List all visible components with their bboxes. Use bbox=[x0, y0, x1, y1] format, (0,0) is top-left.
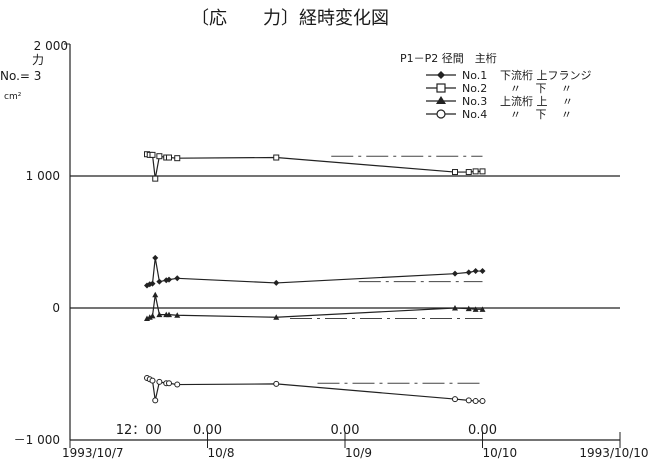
data-point bbox=[472, 398, 479, 405]
data-point bbox=[156, 153, 163, 160]
diamond-marker-icon bbox=[437, 71, 445, 79]
data-point bbox=[174, 155, 181, 162]
legend-entry: No.3 上流桁 上 〃 bbox=[426, 94, 573, 108]
legend-entry: No.1 下流桁 上フランジ bbox=[426, 68, 592, 82]
x-tick-label: 1993/10/10 bbox=[579, 446, 648, 460]
x-time-label: 0.00 bbox=[331, 423, 360, 438]
reference-lines bbox=[290, 155, 483, 384]
y-no-label: No.= 3 bbox=[0, 69, 41, 83]
data-point bbox=[273, 279, 280, 286]
data-point bbox=[174, 275, 181, 282]
series-line bbox=[146, 153, 483, 179]
y-tick-label: －1 000 bbox=[14, 433, 60, 447]
series-group bbox=[144, 151, 486, 405]
series-line bbox=[146, 294, 483, 320]
legend-header: P1－P2 径間 主桁 bbox=[400, 51, 497, 65]
data-point bbox=[152, 397, 159, 404]
data-point bbox=[452, 396, 458, 403]
y-max-label: 2 000 bbox=[34, 39, 68, 53]
data-point bbox=[465, 169, 472, 176]
data-point bbox=[452, 305, 458, 311]
x-axis-ticks: 1993/10/7 10/8 10/9 10/10 1993/10/10 12：00 0.0… bbox=[62, 423, 649, 460]
square-marker-icon bbox=[436, 83, 446, 93]
data-point bbox=[273, 154, 280, 161]
data-point bbox=[156, 378, 163, 385]
legend-entry: No.4 〃 下 〃 bbox=[426, 108, 572, 121]
data-point bbox=[156, 278, 163, 285]
data-point bbox=[465, 397, 472, 404]
triangle-marker-icon bbox=[436, 96, 446, 104]
legend-desc: 〃 下 〃 bbox=[510, 108, 572, 121]
x-time-label: 0.00 bbox=[468, 423, 497, 438]
data-point bbox=[479, 268, 486, 275]
data-point bbox=[465, 269, 472, 276]
data-point bbox=[152, 254, 159, 261]
x-time-label: 0.00 bbox=[193, 423, 222, 438]
legend-label: No.3 bbox=[462, 95, 487, 108]
data-point bbox=[465, 305, 472, 312]
legend-label: No.2 bbox=[462, 82, 487, 95]
data-point bbox=[156, 311, 163, 318]
data-point bbox=[452, 270, 458, 277]
legend-entry: No.2 〃 下 〃 bbox=[426, 82, 572, 95]
x-time-label: 12：00 bbox=[116, 423, 162, 438]
data-point bbox=[174, 381, 181, 388]
data-point bbox=[472, 306, 479, 312]
data-point bbox=[166, 311, 172, 318]
series-line bbox=[146, 377, 483, 402]
y-cm-label: cm² bbox=[4, 92, 22, 102]
data-point bbox=[472, 168, 479, 175]
data-point bbox=[166, 380, 172, 387]
circle-marker-icon bbox=[436, 109, 446, 119]
legend-label: No.4 bbox=[462, 108, 487, 121]
data-point bbox=[479, 398, 486, 405]
data-point bbox=[273, 314, 280, 320]
data-point bbox=[174, 312, 181, 318]
legend-desc: 〃 下 〃 bbox=[510, 82, 572, 95]
y-tick-label: 0 bbox=[52, 301, 60, 315]
data-point bbox=[166, 276, 172, 283]
data-point bbox=[452, 169, 458, 176]
legend-desc: 上流桁 上 〃 bbox=[500, 94, 573, 108]
data-point bbox=[479, 168, 486, 175]
data-point bbox=[152, 291, 159, 298]
data-point bbox=[149, 312, 156, 319]
data-point bbox=[149, 151, 156, 158]
y-unit-label: 力 bbox=[32, 53, 44, 67]
legend: P1－P2 径間 主桁 No.1 下流桁 上フランジ No.2 〃 下 〃 No… bbox=[400, 51, 592, 121]
legend-desc: 下流桁 上フランジ bbox=[500, 68, 592, 82]
data-point bbox=[472, 268, 479, 275]
data-point bbox=[149, 280, 156, 287]
chart-title: 〔応 力〕経時変化図 bbox=[191, 8, 389, 29]
legend-label: No.1 bbox=[462, 69, 487, 82]
data-point bbox=[479, 306, 486, 312]
data-point bbox=[166, 154, 172, 161]
x-tick-label: 10/8 bbox=[208, 446, 235, 460]
x-tick-label: 10/10 bbox=[483, 446, 518, 460]
x-tick-label: 10/9 bbox=[345, 446, 372, 460]
y-tick-label: 1 000 bbox=[26, 169, 60, 183]
data-point bbox=[149, 377, 156, 384]
data-point bbox=[273, 380, 280, 387]
x-tick-label: 1993/10/7 bbox=[62, 446, 124, 460]
data-point bbox=[152, 175, 159, 182]
